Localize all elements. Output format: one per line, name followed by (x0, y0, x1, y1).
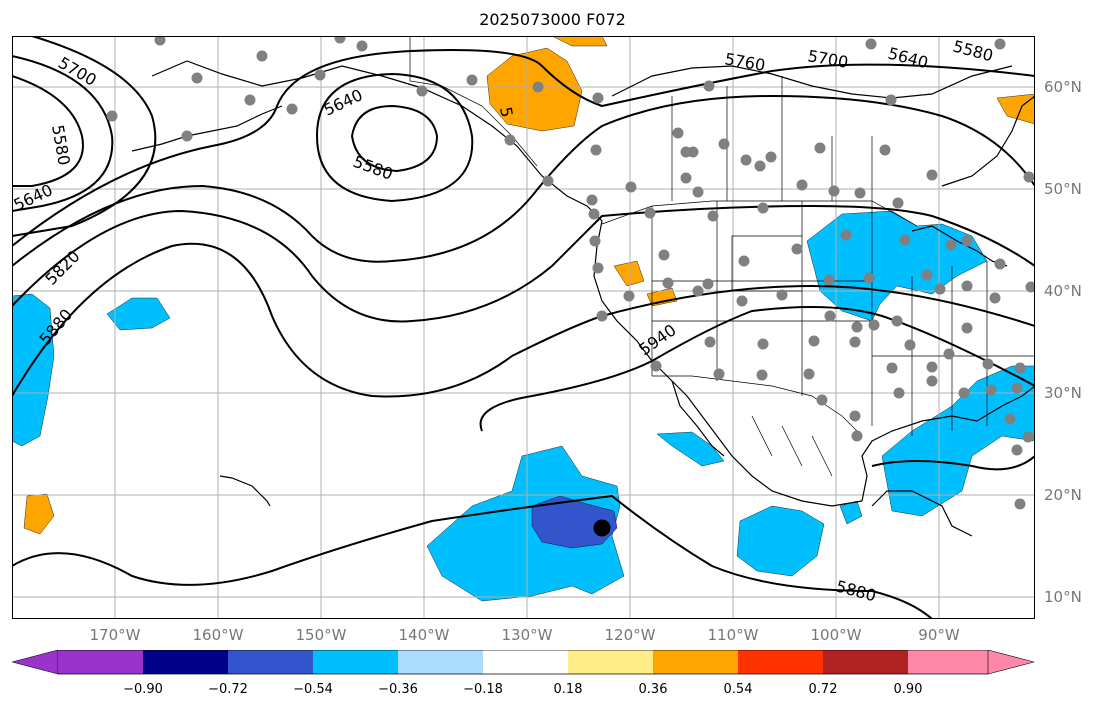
canada-arctic-coast (611, 65, 1013, 99)
contour-label-8: 5760 (723, 49, 766, 75)
contour-5940-gulf (871, 455, 1035, 471)
contour-label-14: 5 (496, 105, 516, 118)
colorbar (12, 650, 1035, 675)
colorbar-bin-5 (398, 650, 483, 674)
lon-label-90w: 90°W (918, 626, 960, 644)
west-coast (593, 220, 863, 507)
colorbar-bin-1 (58, 650, 143, 674)
colorbar-min-arrow (12, 650, 59, 675)
neg-area-small-pacific (106, 297, 171, 331)
lat-label-30n: 30°N (1044, 384, 1082, 402)
contour-label-10: 5640 (886, 44, 930, 73)
contour-5940 (479, 306, 1035, 432)
lat-label-50n: 50°N (1044, 180, 1082, 198)
pos-area-west (23, 493, 55, 535)
storm-center-marker (593, 519, 611, 537)
map-panel: 5700 5580 5640 5820 5880 5640 5580 5760 … (12, 36, 1035, 619)
pos-area-top (551, 36, 608, 47)
lon-label-140w: 140°W (398, 626, 450, 644)
contour-label-7: 5580 (351, 152, 396, 184)
hudson-bay (941, 95, 1035, 187)
colorbar-bin-9 (738, 650, 823, 674)
canada-provinces (671, 76, 873, 201)
contour-5700-big (12, 49, 1035, 247)
pos-area-utah (646, 287, 678, 307)
lon-label-100w: 100°W (810, 626, 862, 644)
colorbar-bin-8 (653, 650, 738, 674)
colorbar-max-arrow (987, 650, 1035, 675)
colorbar-bin-3 (228, 650, 313, 674)
hawaii (219, 475, 271, 507)
height-contours (12, 36, 1035, 619)
contour-label-13: 5880 (834, 577, 878, 606)
contour-5580-low (350, 104, 439, 173)
colorbar-bin-4 (313, 650, 398, 674)
contour-label-6: 5640 (321, 85, 366, 119)
contour-5880 (12, 242, 1035, 398)
contour-5820 (12, 204, 1035, 323)
colorbar-bin-10 (823, 650, 908, 674)
neg-area-tropical-pacific (426, 445, 625, 602)
alaska-border (409, 36, 538, 167)
colorbar-tick-5: −0.18 (463, 682, 503, 697)
colorbar-tick-1: −0.90 (123, 682, 163, 697)
colorbar-bin-7 (568, 650, 653, 674)
contour-5760 (12, 94, 1035, 267)
colorbar-tick-3: −0.54 (293, 682, 333, 697)
yucatan (871, 490, 973, 537)
lon-label-160w: 160°W (192, 626, 244, 644)
us-canada-border (601, 200, 918, 227)
us-mexico-border (652, 375, 863, 437)
contour-5580-west (12, 75, 84, 187)
station-dots (106, 36, 1035, 510)
contour-label-1: 5700 (55, 53, 100, 90)
contour-5880-south (12, 494, 933, 619)
neg-area-central-america (736, 505, 825, 577)
map-title: 2025073000 F072 (479, 10, 626, 29)
lat-label-10n: 10°N (1044, 588, 1082, 606)
lat-label-20n: 20°N (1044, 486, 1082, 504)
pos-area-nevada (613, 260, 645, 287)
contour-label-12: 5940 (635, 320, 679, 359)
colorbar-bin-2 (143, 650, 228, 674)
colorbar-bin-11 (908, 650, 988, 674)
colorbar-tick-7: 0.36 (638, 682, 668, 697)
neg-area-mexico-west (656, 431, 725, 467)
contour-label-2: 5580 (48, 123, 74, 166)
colorbar-tick-8: 0.54 (723, 682, 753, 697)
neg-area-west-pacific (12, 293, 55, 447)
baja-california (671, 380, 725, 457)
pos-area-hudson (996, 93, 1035, 125)
aleutian-chain (131, 105, 283, 152)
colorbar-tick-4: −0.36 (378, 682, 418, 697)
colorbar-tick-9: 0.72 (808, 682, 838, 697)
lon-label-120w: 120°W (604, 626, 656, 644)
negative-anomaly-areas (12, 210, 1035, 602)
lat-label-40n: 40°N (1044, 282, 1082, 300)
mexico-states (751, 415, 833, 477)
lon-label-150w: 150°W (295, 626, 347, 644)
contour-5640-low (315, 72, 474, 203)
colorbar-tick-10: 0.90 (893, 682, 923, 697)
contour-label-9: 5700 (806, 46, 849, 72)
colorbar-bin-6 (483, 650, 568, 674)
lat-label-60n: 60°N (1044, 78, 1082, 96)
colorbar-tick-2: −0.72 (208, 682, 248, 697)
gulf-coast (861, 385, 1035, 502)
neg-area-great-plains (806, 210, 988, 322)
contour-5640-west (12, 55, 114, 212)
contour-label-11: 5580 (951, 37, 995, 66)
lat-lon-grid (12, 36, 1035, 619)
colorbar-tick-6: 0.18 (553, 682, 583, 697)
lon-label-130w: 130°W (501, 626, 553, 644)
lon-label-170w: 170°W (89, 626, 141, 644)
lon-label-110w: 110°W (707, 626, 759, 644)
contour-label-4: 5820 (41, 247, 83, 289)
